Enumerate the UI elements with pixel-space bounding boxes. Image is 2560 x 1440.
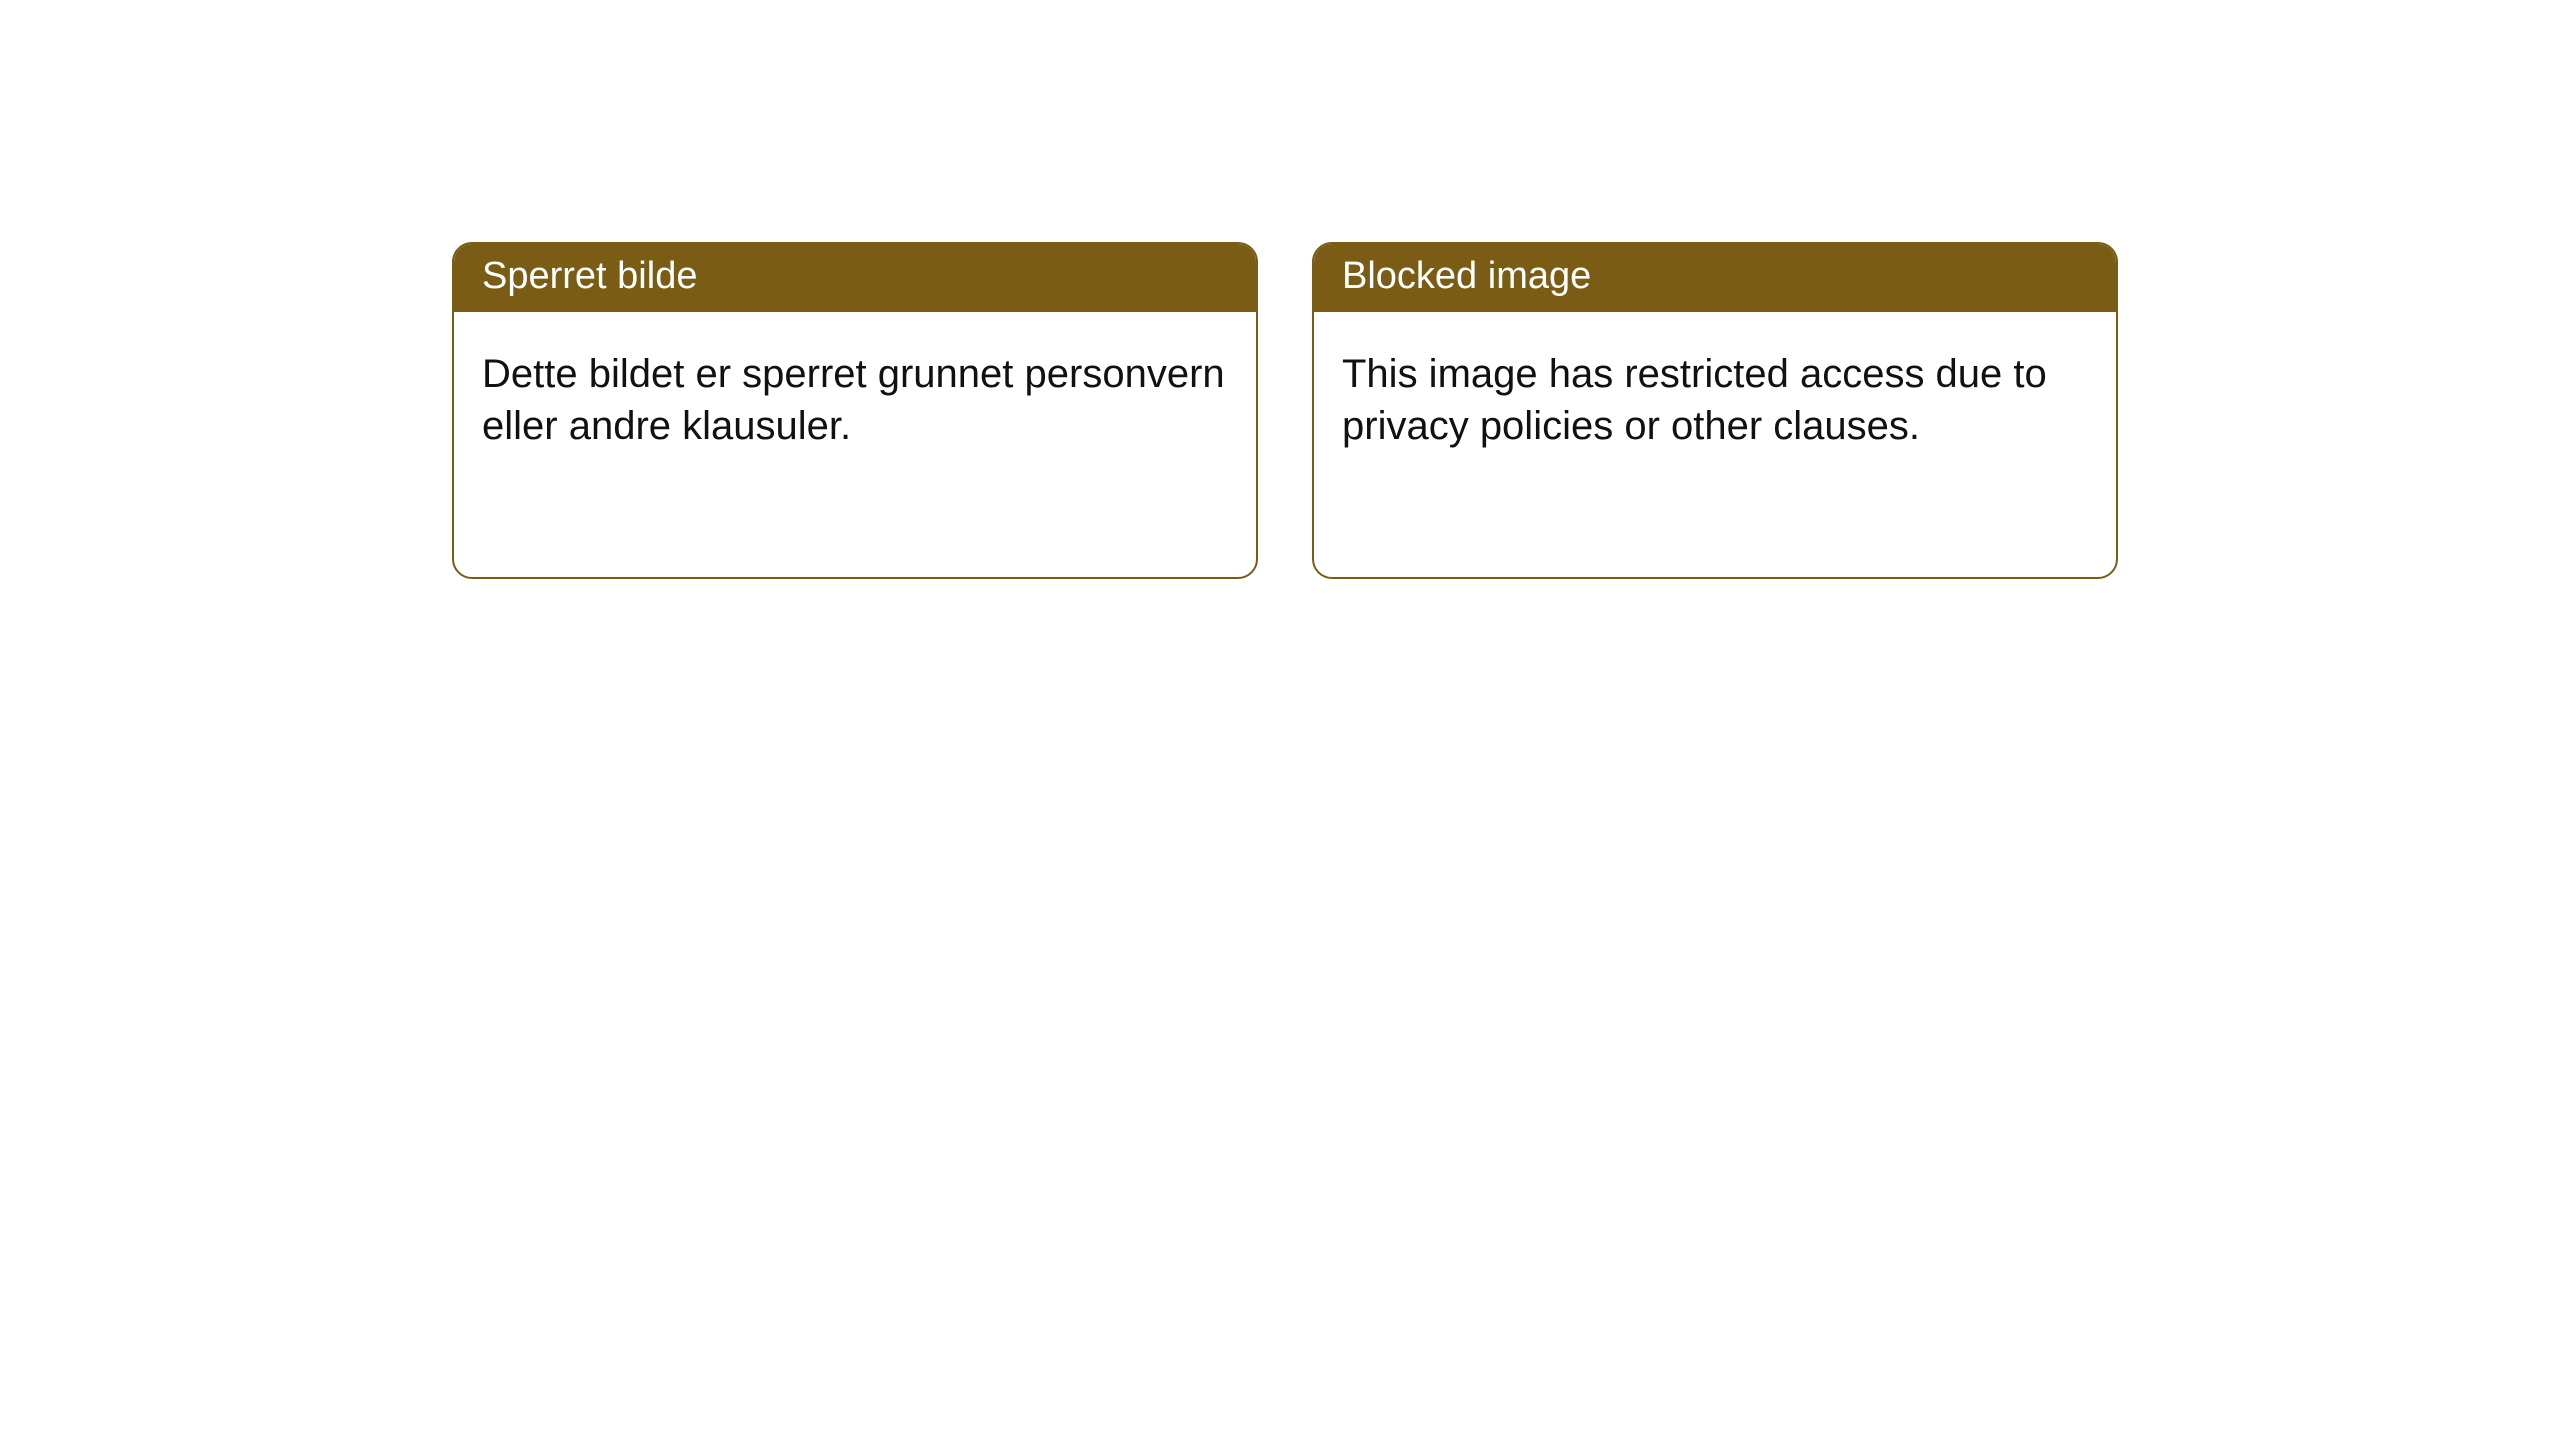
notice-card-norwegian: Sperret bilde Dette bildet er sperret gr… bbox=[452, 242, 1258, 579]
notice-card-body: Dette bildet er sperret grunnet personve… bbox=[454, 312, 1256, 480]
notice-card-header: Sperret bilde bbox=[454, 244, 1256, 312]
notice-container: Sperret bilde Dette bildet er sperret gr… bbox=[0, 0, 2560, 579]
notice-card-english: Blocked image This image has restricted … bbox=[1312, 242, 2118, 579]
notice-card-body: This image has restricted access due to … bbox=[1314, 312, 2116, 480]
notice-card-header: Blocked image bbox=[1314, 244, 2116, 312]
